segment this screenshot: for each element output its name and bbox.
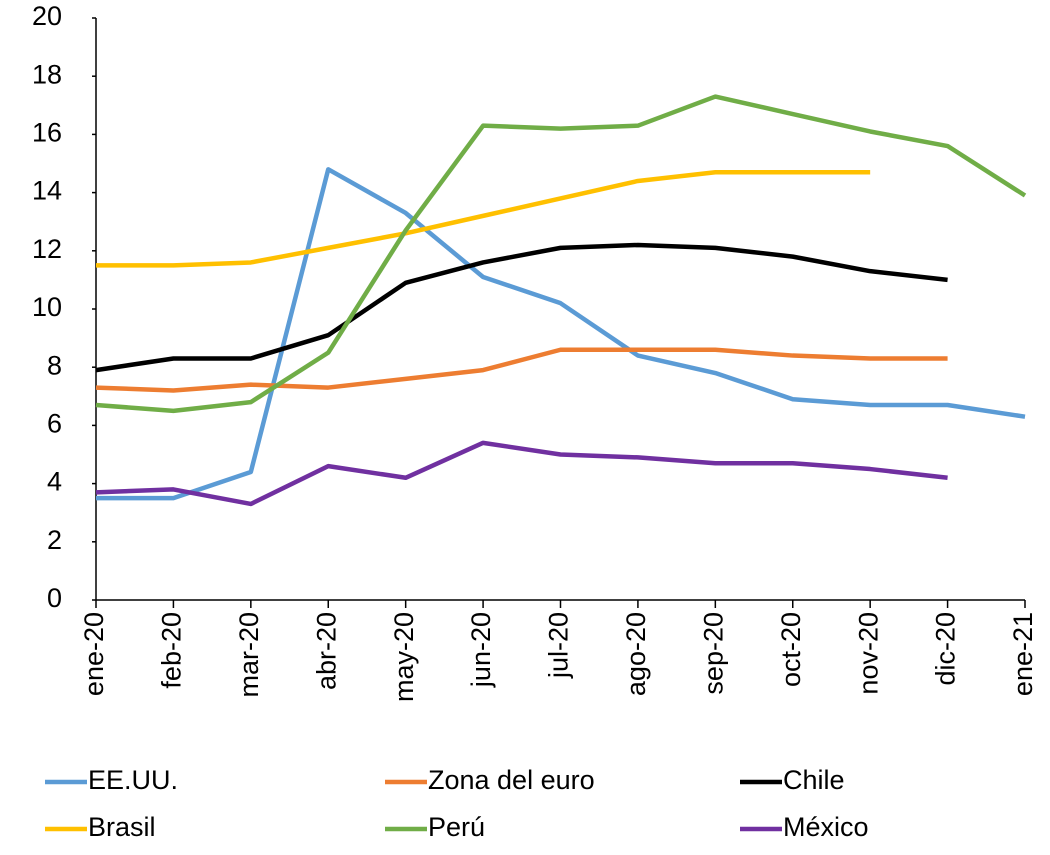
x-tick-label: dic-20 xyxy=(931,612,961,686)
series-line xyxy=(95,94,1027,414)
x-tick-label: ene-21 xyxy=(1008,612,1038,696)
x-tick-label: jul-20 xyxy=(544,612,574,679)
x-tick-label: may-20 xyxy=(389,612,419,702)
y-tick-label: 2 xyxy=(47,525,62,555)
x-tick-label: sep-20 xyxy=(698,612,728,695)
x-tick-label: feb-20 xyxy=(157,612,187,689)
legend-label: EE.UU. xyxy=(88,765,178,795)
x-tick-label: ene-20 xyxy=(79,612,109,696)
y-tick-label: 18 xyxy=(32,59,62,89)
series-line xyxy=(95,242,948,373)
y-tick-label: 12 xyxy=(32,234,62,264)
x-tick-label: oct-20 xyxy=(776,612,806,687)
legend-label: Chile xyxy=(783,765,845,795)
x-tick-label: mar-20 xyxy=(234,612,264,698)
x-tick-label: abr-20 xyxy=(311,612,341,690)
x-tick-label: jun-20 xyxy=(466,612,496,688)
series-line xyxy=(96,167,1026,501)
y-tick-label: 16 xyxy=(32,118,62,148)
y-tick-label: 10 xyxy=(32,292,62,322)
y-tick-label: 20 xyxy=(32,1,62,31)
legend-label: Perú xyxy=(428,812,485,842)
series-line xyxy=(95,347,948,393)
x-tick-label: nov-20 xyxy=(853,612,883,695)
y-tick-label: 8 xyxy=(47,350,62,380)
legend-label: Brasil xyxy=(88,812,156,842)
series-line xyxy=(95,440,948,507)
x-tick-label: ago-20 xyxy=(621,612,651,696)
y-tick-label: 6 xyxy=(47,409,62,439)
series-line xyxy=(96,169,871,268)
y-tick-label: 4 xyxy=(47,467,62,497)
legend-label: México xyxy=(783,812,869,842)
y-tick-label: 0 xyxy=(47,583,62,613)
y-tick-label: 14 xyxy=(32,176,62,206)
legend-label: Zona del euro xyxy=(428,765,595,795)
